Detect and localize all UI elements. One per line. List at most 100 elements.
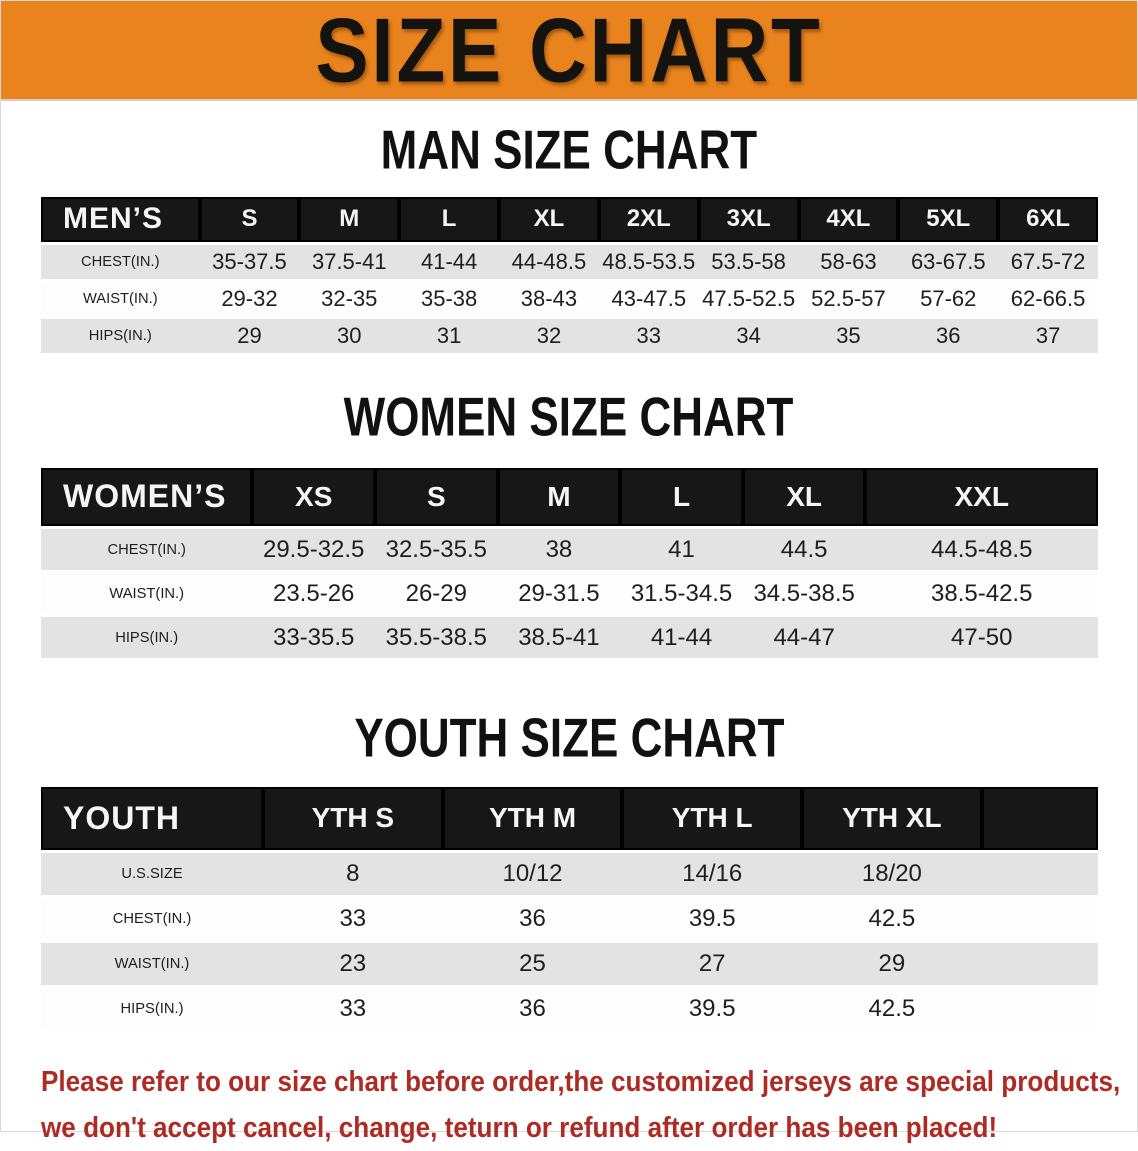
measurement-value: 47-50 (865, 615, 1098, 661)
measurement-value: 41 (620, 527, 743, 573)
measurement-value: 52.5-57 (798, 280, 899, 319)
measurement-row: WAIST(IN.) 29-32 32-35 35-38 38-43 43-47.5 47.… (41, 280, 1098, 319)
row-spacer (981, 941, 1098, 988)
measurement-value: 36 (442, 986, 623, 1033)
table-header-row: MEN’S S M L XL 2XL 3XL 4XL 5XL 6XL (41, 197, 1098, 245)
measurement-value: 35.5-38.5 (375, 615, 498, 661)
measurement-row: WAIST(IN.) 23 25 27 29 (41, 941, 1098, 988)
measurement-row: HIPS(IN.) 33-35.5 35.5-38.5 38.5-41 41-44 44-… (41, 615, 1098, 661)
measurement-label: U.S.SIZE (41, 851, 263, 898)
disclaimer-line-1: Please refer to our size chart before or… (41, 1065, 1121, 1098)
measurement-value: 33 (598, 317, 699, 356)
measurement-value: 58-63 (798, 243, 899, 282)
measurement-value: 36 (898, 317, 999, 356)
group-label: YOUTH (41, 787, 263, 853)
measurement-row: CHEST(IN.) 35-37.5 37.5-41 41-44 44-48.5 48.5… (41, 243, 1098, 282)
table-body: CHEST(IN.) 29.5-32.5 32.5-35.5 38 41 44.5 44.5… (41, 527, 1098, 661)
size-column-header: YTH S (262, 787, 443, 853)
mens-size-table: MEN’S S M L XL 2XL 3XL 4XL 5XL 6XL CHEST(IN.) 35-37… (41, 197, 1098, 356)
measurement-value: 63-67.5 (898, 243, 999, 282)
measurement-value: 10/12 (442, 851, 623, 898)
measurement-value: 37 (998, 317, 1098, 356)
measurement-value: 57-62 (898, 280, 999, 319)
measurement-value: 35-37.5 (199, 243, 300, 282)
measurement-value: 33 (262, 986, 443, 1033)
measurement-value: 41-44 (620, 615, 743, 661)
row-spacer (981, 851, 1098, 898)
size-column-header: YTH M (442, 787, 623, 853)
measurement-value: 34.5-38.5 (742, 571, 866, 617)
youth-size-table: YOUTH YTH S YTH M YTH L YTH XL U.S.SIZE 8 10/12… (41, 787, 1098, 1033)
measurement-row: U.S.SIZE 8 10/12 14/16 18/20 (41, 851, 1098, 898)
measurement-value: 42.5 (802, 896, 982, 943)
measurement-value: 32.5-35.5 (375, 527, 498, 573)
measurement-row: WAIST(IN.) 23.5-26 26-29 29-31.5 31.5-34.5 34… (41, 571, 1098, 617)
measurement-value: 39.5 (622, 986, 803, 1033)
size-column-header: L (620, 467, 743, 529)
measurement-label: HIPS(IN.) (41, 615, 253, 661)
row-spacer (981, 896, 1098, 943)
measurement-value: 44-48.5 (499, 243, 599, 282)
measurement-value: 44.5-48.5 (865, 527, 1098, 573)
table-body: U.S.SIZE 8 10/12 14/16 18/20 CHEST(IN.) 33 36 39… (41, 851, 1098, 1033)
measurement-label: HIPS(IN.) (41, 317, 200, 356)
measurement-row: CHEST(IN.) 29.5-32.5 32.5-35.5 38 41 44.5 44.5… (41, 527, 1098, 573)
measurement-value: 44-47 (742, 615, 866, 661)
measurement-value: 8 (262, 851, 443, 898)
measurement-label: WAIST(IN.) (41, 941, 263, 988)
measurement-value: 31.5-34.5 (620, 571, 743, 617)
measurement-value: 33-35.5 (252, 615, 375, 661)
measurement-value: 32-35 (299, 280, 400, 319)
size-column-header: XL (742, 467, 866, 529)
table-body: CHEST(IN.) 35-37.5 37.5-41 41-44 44-48.5 48.5… (41, 243, 1098, 356)
measurement-label: HIPS(IN.) (41, 986, 263, 1033)
group-label: WOMEN’S (41, 467, 253, 529)
measurement-value: 38.5-42.5 (865, 571, 1098, 617)
measurement-value: 34 (698, 317, 799, 356)
disclaimer-line-2: we don't accept cancel, change, teturn o… (41, 1111, 998, 1144)
measurement-value: 25 (442, 941, 623, 988)
measurement-value: 29.5-32.5 (252, 527, 375, 573)
measurement-value: 36 (442, 896, 623, 943)
measurement-value: 35 (798, 317, 899, 356)
measurement-value: 62-66.5 (998, 280, 1098, 319)
table-header-row: YOUTH YTH S YTH M YTH L YTH XL (41, 787, 1098, 853)
measurement-label: WAIST(IN.) (41, 571, 253, 617)
measurement-value: 29 (802, 941, 982, 988)
measurement-value: 23 (262, 941, 443, 988)
row-spacer (981, 986, 1098, 1033)
size-column-header: M (299, 197, 400, 245)
measurement-value: 27 (622, 941, 803, 988)
size-column-header: 6XL (998, 197, 1098, 245)
size-column-header: XXL (865, 467, 1098, 529)
size-column-header: 5XL (898, 197, 999, 245)
measurement-value: 29-32 (199, 280, 300, 319)
size-column-header: M (497, 467, 621, 529)
measurement-value: 39.5 (622, 896, 803, 943)
size-column-header: 2XL (598, 197, 699, 245)
measurement-value: 41-44 (399, 243, 500, 282)
measurement-label: CHEST(IN.) (41, 527, 253, 573)
measurement-value: 42.5 (802, 986, 982, 1033)
women-section-title: WOMEN SIZE CHART (1, 387, 1137, 446)
measurement-row: HIPS(IN.) 33 36 39.5 42.5 (41, 986, 1098, 1033)
measurement-value: 31 (399, 317, 500, 356)
measurement-value: 14/16 (622, 851, 803, 898)
measurement-value: 43-47.5 (598, 280, 699, 319)
table-header-row: WOMEN’S XS S M L XL XXL (41, 467, 1098, 529)
man-section-title-text: MAN SIZE CHART (380, 119, 758, 181)
measurement-value: 38.5-41 (497, 615, 621, 661)
measurement-label: WAIST(IN.) (41, 280, 200, 319)
measurement-value: 47.5-52.5 (698, 280, 799, 319)
size-column-header: 4XL (798, 197, 899, 245)
banner-title: SIZE CHART (315, 0, 823, 101)
group-label: MEN’S (41, 197, 200, 245)
disclaimer-note: Please refer to our size chart before or… (41, 1059, 1137, 1151)
measurement-value: 35-38 (399, 280, 500, 319)
measurement-value: 38 (497, 527, 621, 573)
measurement-value: 32 (499, 317, 599, 356)
measurement-label: CHEST(IN.) (41, 896, 263, 943)
size-column-header: XS (252, 467, 375, 529)
measurement-value: 53.5-58 (698, 243, 799, 282)
size-column-header: YTH L (622, 787, 803, 853)
